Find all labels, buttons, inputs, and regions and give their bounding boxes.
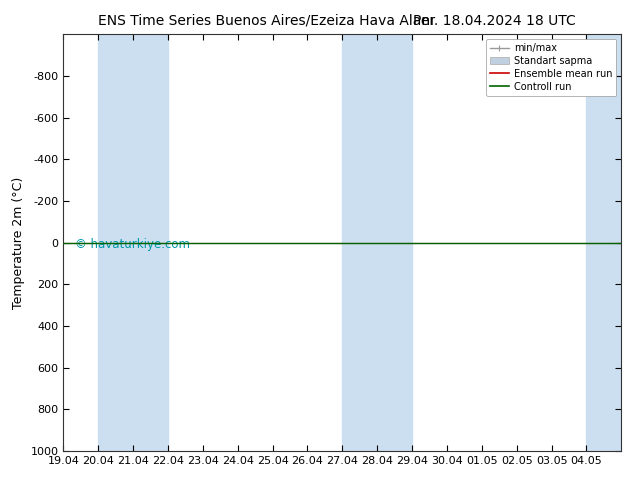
Y-axis label: Temperature 2m (°C): Temperature 2m (°C): [12, 176, 25, 309]
Text: ENS Time Series Buenos Aires/Ezeiza Hava Alanı: ENS Time Series Buenos Aires/Ezeiza Hava…: [98, 14, 434, 28]
Bar: [342, 34, 412, 451]
Bar: [586, 34, 621, 451]
Text: Per. 18.04.2024 18 UTC: Per. 18.04.2024 18 UTC: [413, 14, 576, 28]
Bar: [98, 34, 168, 451]
Text: © havaturkiye.com: © havaturkiye.com: [75, 238, 190, 251]
Legend: min/max, Standart sapma, Ensemble mean run, Controll run: min/max, Standart sapma, Ensemble mean r…: [486, 39, 616, 96]
